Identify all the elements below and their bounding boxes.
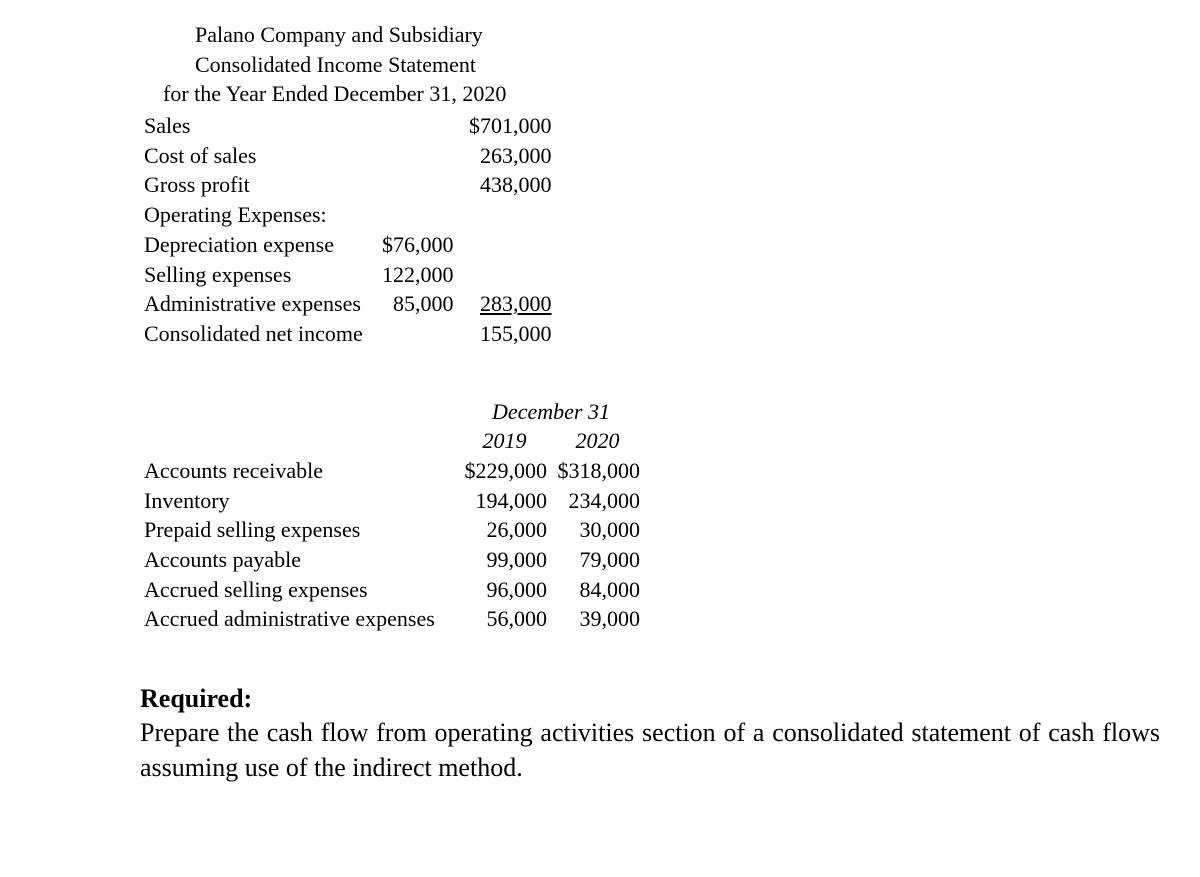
row-operating-expenses-header: Operating Expenses: <box>140 200 556 230</box>
balance-row-c1: 194,000 <box>458 486 551 516</box>
label-admin: Administrative expenses <box>140 289 378 319</box>
row-cost-of-sales: Cost of sales 263,000 <box>140 141 556 171</box>
balance-row-c1: $229,000 <box>458 456 551 486</box>
value-admin: 85,000 <box>378 289 458 319</box>
value-sales: $701,000 <box>458 111 556 141</box>
balance-row-label: Accrued administrative expenses <box>140 604 458 634</box>
row-admin: Administrative expenses 85,000 283,000 <box>140 289 556 319</box>
cell-blank <box>458 200 556 230</box>
balance-row: Accounts receivable $229,000 $318,000 <box>140 456 644 486</box>
cell-blank <box>378 111 458 141</box>
label-net-income: Consolidated net income <box>140 319 378 349</box>
cell-blank <box>458 260 556 290</box>
balance-row-c1: 56,000 <box>458 604 551 634</box>
row-gross-profit: Gross profit 438,000 <box>140 170 556 200</box>
value-selling: 122,000 <box>378 260 458 290</box>
balance-header-row-2: 2019 2020 <box>140 426 644 456</box>
value-cost-of-sales: 263,000 <box>458 141 556 171</box>
balance-row-c2: 39,000 <box>551 604 644 634</box>
balance-col-2020: 2020 <box>551 426 644 456</box>
cell-blank <box>378 141 458 171</box>
label-depreciation: Depreciation expense <box>140 230 378 260</box>
row-net-income: Consolidated net income 155,000 <box>140 319 556 349</box>
header-line-1: Palano Company and Subsidiary <box>195 20 1180 50</box>
balance-header-date: December 31 <box>458 397 644 427</box>
cell-blank <box>378 319 458 349</box>
balance-col-2019: 2019 <box>458 426 551 456</box>
income-statement-table: Sales $701,000 Cost of sales 263,000 Gro… <box>140 111 556 349</box>
label-op-exp: Operating Expenses: <box>140 200 378 230</box>
balance-row: Accounts payable 99,000 79,000 <box>140 545 644 575</box>
value-net-income: 155,000 <box>458 319 556 349</box>
balance-row-c2: $318,000 <box>551 456 644 486</box>
row-sales: Sales $701,000 <box>140 111 556 141</box>
balance-header-row-1: December 31 <box>140 397 644 427</box>
cell-blank <box>378 170 458 200</box>
balance-row-c2: 30,000 <box>551 515 644 545</box>
cell-blank <box>140 397 458 427</box>
balance-row: Inventory 194,000 234,000 <box>140 486 644 516</box>
required-label: Required: <box>140 684 252 713</box>
balance-row-c1: 99,000 <box>458 545 551 575</box>
balance-row-label: Accounts receivable <box>140 456 458 486</box>
cell-blank <box>458 230 556 260</box>
row-selling: Selling expenses 122,000 <box>140 260 556 290</box>
balance-row-c2: 79,000 <box>551 545 644 575</box>
balance-row-label: Accounts payable <box>140 545 458 575</box>
balance-row-c2: 234,000 <box>551 486 644 516</box>
required-section: Required: Prepare the cash flow from ope… <box>140 682 1160 785</box>
label-selling: Selling expenses <box>140 260 378 290</box>
header-line-2: Consolidated Income Statement <box>195 50 1180 80</box>
statement-header: Palano Company and Subsidiary Consolidat… <box>195 20 1180 109</box>
balance-row-label: Prepaid selling expenses <box>140 515 458 545</box>
value-depreciation: $76,000 <box>378 230 458 260</box>
header-line-3: for the Year Ended December 31, 2020 <box>163 79 1180 109</box>
balance-row-c2: 84,000 <box>551 575 644 605</box>
cell-blank <box>140 426 458 456</box>
label-cost-of-sales: Cost of sales <box>140 141 378 171</box>
cell-blank <box>378 200 458 230</box>
required-text: Prepare the cash flow from operating act… <box>140 718 1160 781</box>
balance-row-label: Accrued selling expenses <box>140 575 458 605</box>
value-gross-profit: 438,000 <box>458 170 556 200</box>
balance-table: December 31 2019 2020 Accounts receivabl… <box>140 397 644 635</box>
label-gross-profit: Gross profit <box>140 170 378 200</box>
label-sales: Sales <box>140 111 378 141</box>
balance-row: Accrued selling expenses 96,000 84,000 <box>140 575 644 605</box>
balance-row-label: Inventory <box>140 486 458 516</box>
balance-row-c1: 96,000 <box>458 575 551 605</box>
balance-row-c1: 26,000 <box>458 515 551 545</box>
row-depreciation: Depreciation expense $76,000 <box>140 230 556 260</box>
balance-row: Prepaid selling expenses 26,000 30,000 <box>140 515 644 545</box>
value-admin-total: 283,000 <box>458 289 556 319</box>
balance-row: Accrued administrative expenses 56,000 3… <box>140 604 644 634</box>
